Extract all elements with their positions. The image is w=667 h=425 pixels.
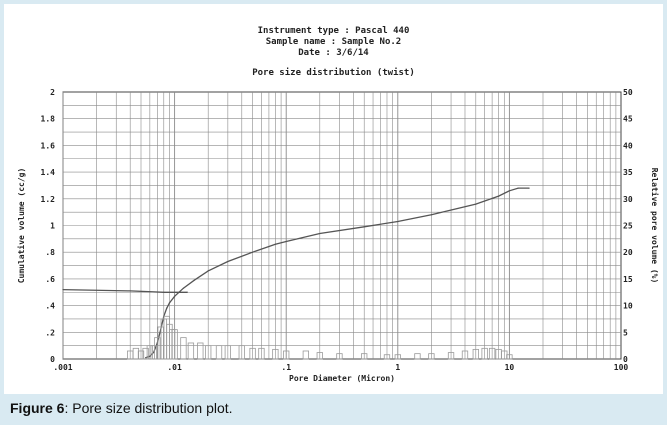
data-point — [319, 232, 321, 235]
y-tick-label: 1 — [50, 222, 55, 231]
y-tick-label: .2 — [45, 328, 55, 337]
histogram-bar — [137, 350, 145, 360]
data-point — [153, 351, 155, 353]
data-point — [182, 287, 185, 289]
data-point — [363, 226, 365, 228]
data-point — [475, 203, 477, 205]
data-point — [62, 288, 64, 291]
histogram-bar — [258, 347, 265, 360]
y-tick-label: .6 — [45, 275, 55, 284]
y2-tick-label: 5 — [623, 328, 628, 337]
data-point — [497, 195, 500, 197]
y2-tick-label: 15 — [623, 275, 633, 284]
data-point — [193, 279, 195, 281]
pore-size-chart: .001.01.1 1 10 1000.2.4.6.811.21.41.61.8205… — [16, 88, 660, 383]
y-tick-label: 1.2 — [41, 195, 56, 204]
baseline-line — [62, 288, 188, 293]
y2-tick-label: 35 — [623, 168, 633, 177]
y-tick-label: 0 — [50, 355, 55, 364]
histogram-bar — [249, 347, 256, 360]
x-tick-label: 1 — [395, 363, 400, 372]
y2-tick-label: 30 — [623, 195, 633, 204]
y-tick-label: .8 — [45, 248, 55, 257]
data-point — [285, 240, 287, 243]
data-point — [145, 357, 147, 359]
histogram-bar — [224, 345, 231, 360]
data-point — [528, 187, 530, 189]
data-point — [227, 260, 229, 263]
instrument-line: Instrument type : Pascal 440 — [257, 26, 410, 36]
caption-label: Figure 6 — [10, 400, 65, 416]
y2-tick-label: 10 — [623, 302, 633, 311]
histogram-bar — [428, 353, 435, 360]
data-point — [517, 187, 519, 189]
data-point — [252, 251, 254, 253]
histogram-bar — [414, 353, 421, 360]
histogram-bar — [472, 348, 479, 360]
y2-tick-label: 25 — [623, 222, 633, 231]
y2-tick-label: 0 — [623, 355, 628, 364]
histogram-bar — [205, 345, 212, 360]
x-tick-label: 100 — [614, 363, 629, 372]
histogram-bar — [336, 353, 343, 360]
x-tick-label: .001 — [53, 363, 72, 372]
x-tick-label: 10 — [505, 363, 515, 372]
y-axis-title: Cumulative volume (cc/g) — [16, 168, 26, 284]
histogram-bar — [394, 354, 401, 360]
x-tick-label: .1 — [281, 363, 291, 372]
histogram-bar — [154, 337, 161, 360]
y2-tick-label: 40 — [623, 141, 633, 150]
data-point — [166, 307, 168, 309]
y2-tick-label: 50 — [623, 88, 633, 97]
histogram-bar — [461, 350, 469, 360]
histogram-bar — [361, 353, 368, 360]
caption-text: : Pore size distribution plot. — [64, 400, 233, 416]
date-line: Date : 3/6/14 — [298, 48, 369, 58]
x-tick-label: .01 — [167, 363, 182, 372]
histogram-bar — [150, 345, 157, 360]
y-tick-label: .4 — [45, 302, 55, 311]
chart-title: Pore size distribution (twist) — [252, 68, 415, 78]
data-point — [168, 302, 171, 304]
histogram-bar — [146, 345, 153, 360]
data-point — [174, 295, 176, 297]
histogram-bar — [142, 347, 149, 360]
data-point — [430, 214, 432, 216]
histogram-bar — [283, 350, 290, 360]
histogram-bar — [171, 329, 178, 360]
figure-panel: Instrument type : Pascal 440 Sample name… — [4, 4, 663, 394]
y-tick-label: 1.6 — [41, 141, 56, 150]
sample-line: Sample name : Sample No.2 — [265, 37, 402, 47]
histogram-bar — [383, 354, 391, 360]
y-tick-label: 1.8 — [41, 115, 56, 124]
data-point — [149, 355, 151, 357]
histogram-bar — [316, 352, 323, 360]
histogram-bar — [187, 342, 195, 360]
histogram-bar — [272, 348, 279, 360]
data-point — [397, 220, 399, 223]
data-point — [186, 291, 188, 293]
y-tick-label: 1.4 — [41, 168, 56, 177]
x-axis-title: Pore Diameter (Micron) — [289, 373, 395, 383]
data-point — [207, 270, 209, 272]
histogram-bar — [481, 347, 488, 360]
histogram-bar — [506, 354, 513, 360]
y-tick-label: 2 — [50, 88, 55, 97]
data-point — [129, 290, 131, 292]
y2-tick-label: 45 — [623, 115, 633, 124]
histogram-bar — [447, 352, 455, 360]
histogram-bar — [488, 347, 496, 360]
histogram-bar — [215, 345, 223, 360]
figure-caption: Figure 6: Pore size distribution plot. — [10, 400, 233, 416]
histogram-bar — [132, 347, 140, 360]
data-point — [163, 291, 165, 293]
data-point — [274, 243, 276, 245]
y2-tick-label: 20 — [623, 248, 633, 257]
histogram-bar — [197, 342, 204, 360]
histogram-bar — [302, 350, 309, 360]
histogram-bar — [180, 337, 187, 360]
histogram-bar — [238, 345, 245, 360]
data-point — [508, 190, 510, 192]
y2-axis-title: Relative pore volume (%) — [650, 168, 660, 284]
